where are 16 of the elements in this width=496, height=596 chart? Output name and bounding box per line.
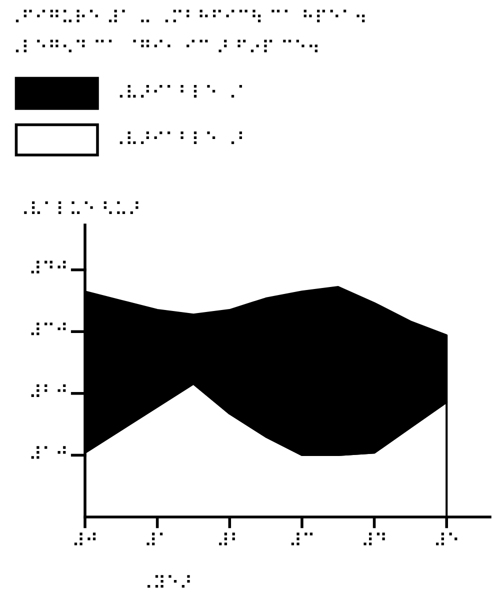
- x-axis-title: ⠠⠽⠑⠜: [147, 575, 190, 588]
- chart-subtitle: ⠠⠇⠑⠛⠢⠙ ⠉⠁ ⠈⠛⠊⠂ ⠊⠉ ⠜ ⠋⠔⠏ ⠉⠑⠲: [16, 40, 318, 52]
- text: ⠼⠙⠚: [31, 260, 66, 274]
- text: ⠼⠉⠚: [31, 322, 66, 336]
- legend-label: ⠠⠧⠜⠊⠁⠃⠇⠑ ⠠⠃: [120, 131, 242, 144]
- x-tick-label: ⠼⠉: [291, 532, 313, 546]
- text: ⠼⠃⠚: [31, 384, 66, 397]
- text: ⠼⠁⠚: [31, 446, 66, 459]
- x-tick-label: ⠼⠃: [219, 532, 235, 546]
- x-tick-label: ⠼⠑: [436, 532, 458, 546]
- legend-label: ⠠⠧⠜⠊⠁⠃⠇⠑ ⠠⠁: [120, 84, 242, 98]
- chart-title: ⠠⠋⠊⠛⠥⠗⠑ ⠼⠁ ⠤ ⠠⠍⠃⠓⠋⠊⠉⠳ ⠉⠁ ⠓⠏⠑⠁⠲: [16, 10, 365, 22]
- x-tick-label: ⠼⠚: [74, 532, 96, 546]
- y-axis-title: ⠠⠧⠁⠇⠥⠑ ⠣⠥⠜: [24, 201, 138, 214]
- x-tick-label: ⠼⠙: [364, 532, 385, 546]
- x-tick-label: ⠼⠁: [146, 532, 163, 546]
